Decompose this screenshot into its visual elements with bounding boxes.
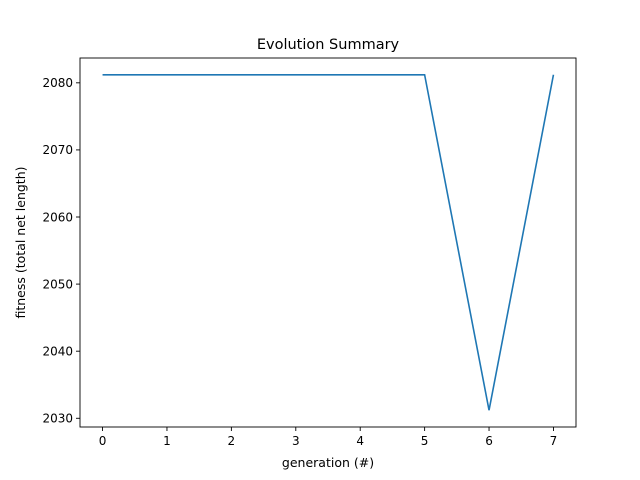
y-tick-label: 2070 bbox=[42, 143, 73, 157]
series-layer bbox=[102, 73, 555, 411]
y-axis-label: fitness (total net length) bbox=[13, 166, 28, 318]
series-line-1 bbox=[102, 73, 555, 411]
y-tick-label: 2040 bbox=[42, 344, 73, 358]
y-tick-label: 2050 bbox=[42, 277, 73, 291]
x-tick-label: 1 bbox=[163, 434, 171, 448]
chart-title: Evolution Summary bbox=[257, 37, 400, 53]
x-tick-label: 3 bbox=[292, 434, 300, 448]
axes-frame bbox=[79, 57, 577, 428]
x-axis-label: generation (#) bbox=[282, 455, 374, 470]
y-tick-label: 2030 bbox=[42, 412, 73, 426]
x-tick-label: 4 bbox=[356, 434, 364, 448]
y-axis: 2030 2040 2050 2060 2070 2080 bbox=[42, 76, 80, 426]
x-tick-label: 2 bbox=[228, 434, 236, 448]
x-axis: 0 1 2 3 4 5 6 7 bbox=[99, 427, 558, 448]
x-tick-label: 5 bbox=[421, 434, 429, 448]
y-tick-label: 2080 bbox=[42, 76, 73, 90]
x-tick-label: 7 bbox=[550, 434, 558, 448]
y-tick-label: 2060 bbox=[42, 210, 73, 224]
x-tick-label: 6 bbox=[485, 434, 493, 448]
x-tick-label: 0 bbox=[99, 434, 107, 448]
plot-area bbox=[79, 57, 577, 428]
